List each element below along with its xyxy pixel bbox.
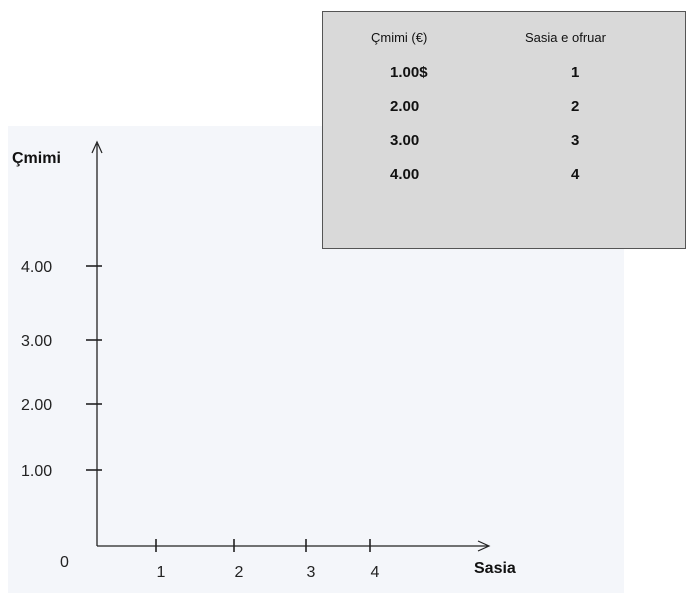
x-tick-label: 2	[235, 564, 244, 581]
y-ticks: 1.00 2.00 3.00 4.00	[21, 259, 102, 480]
table-cell-quantity: 2	[571, 98, 580, 115]
y-tick-label: 2.00	[21, 397, 52, 414]
table-cell-price: 2.00	[390, 98, 420, 115]
table-header-price: Çmimi (€)	[371, 30, 428, 45]
table-cell-quantity: 3	[571, 132, 580, 149]
y-axis-arrow	[91, 140, 103, 154]
y-tick-label: 1.00	[21, 463, 52, 480]
y-axis-title: Çmimi	[12, 150, 61, 167]
table-cell-price: 1.00$	[390, 64, 428, 81]
x-tick-label: 1	[157, 564, 166, 581]
x-ticks: 1 2 3 4	[155, 539, 380, 581]
table-cell-quantity: 4	[571, 166, 580, 183]
table-cell-price: 3.00	[390, 132, 420, 149]
table-cell-quantity: 1	[571, 64, 580, 81]
y-tick-label: 4.00	[21, 259, 52, 276]
data-table: Çmimi (€) Sasia e ofruar 1.00$ 1 2.00 2 …	[322, 11, 686, 249]
x-axis-title: Sasia	[474, 560, 516, 577]
x-tick-label: 3	[307, 564, 316, 581]
table-header-quantity: Sasia e ofruar	[525, 30, 606, 45]
origin-label: 0	[60, 554, 69, 571]
x-axis-arrow	[477, 540, 491, 552]
x-tick-label: 4	[371, 564, 380, 581]
table-cell-price: 4.00	[390, 166, 420, 183]
y-tick-label: 3.00	[21, 333, 52, 350]
